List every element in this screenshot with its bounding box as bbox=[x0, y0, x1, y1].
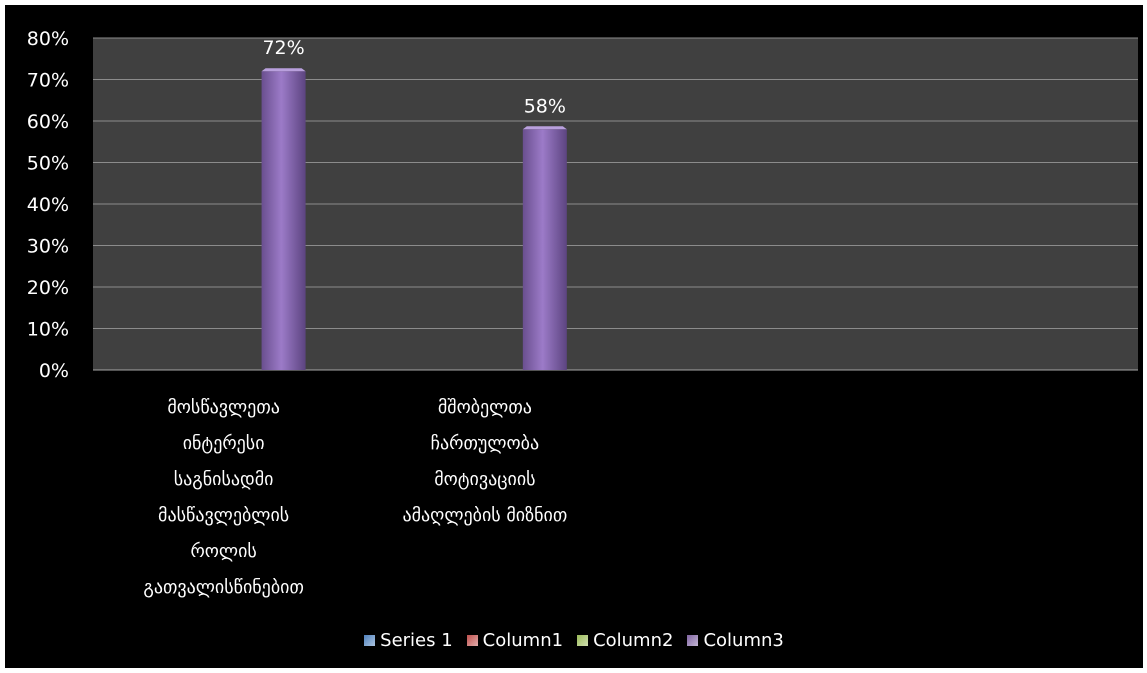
legend-label: Column2 bbox=[593, 629, 674, 651]
x-tick-label: მასწავლებლის bbox=[158, 505, 289, 526]
y-tick-label: 0% bbox=[39, 360, 69, 382]
x-tick-label: გათვალისწინებით bbox=[143, 577, 304, 598]
data-label: 72% bbox=[262, 37, 304, 59]
legend-swatch bbox=[466, 634, 478, 646]
x-tick-label: მოსწავლეთა bbox=[167, 397, 280, 418]
bar bbox=[261, 71, 306, 370]
x-tick-label: ამაღლების მიზნით bbox=[402, 505, 567, 526]
bar-cap bbox=[522, 126, 567, 130]
y-tick-label: 70% bbox=[27, 70, 69, 92]
legend-item: Column3 bbox=[687, 629, 784, 651]
x-tick-label: საგნისადმი bbox=[174, 469, 274, 490]
x-tick-label: ჩართულობა bbox=[431, 433, 539, 454]
y-tick-label: 60% bbox=[27, 111, 69, 133]
bar bbox=[522, 129, 567, 370]
legend-swatch bbox=[687, 634, 699, 646]
legend: Series 1 Column1 Column2 Column3 bbox=[5, 627, 1143, 653]
y-tick-label: 30% bbox=[27, 236, 69, 258]
y-tick-label: 80% bbox=[27, 28, 69, 50]
legend-swatch bbox=[577, 634, 589, 646]
legend-item: Series 1 bbox=[364, 630, 453, 651]
bar-cap bbox=[261, 68, 306, 72]
bar-chart: 0% 10% 20% 30% 40% 50% 60% 70% 80% 72% 58% მოსწავ… bbox=[27, 28, 1138, 598]
y-tick-label: 10% bbox=[27, 319, 69, 341]
x-tick-label: ინტერესი bbox=[183, 433, 265, 454]
legend-label: Column1 bbox=[482, 629, 564, 651]
x-tick-label: მოტივაციის bbox=[434, 469, 535, 490]
y-tick-label: 50% bbox=[27, 153, 69, 175]
legend-item: Column2 bbox=[577, 630, 673, 651]
data-label: 58% bbox=[524, 95, 566, 117]
y-tick-label: 40% bbox=[27, 194, 69, 216]
legend-label: Column3 bbox=[703, 629, 784, 651]
legend-item: Column1 bbox=[466, 629, 564, 651]
legend-swatch bbox=[364, 634, 376, 646]
y-tick-label: 20% bbox=[27, 277, 69, 299]
x-tick-label: როლის bbox=[190, 541, 256, 562]
chart-frame: 0% 10% 20% 30% 40% 50% 60% 70% 80% 72% 58% მოსწავ… bbox=[5, 5, 1143, 668]
x-tick-label: მშობელთა bbox=[438, 397, 532, 418]
legend-label: Series 1 bbox=[380, 629, 453, 651]
